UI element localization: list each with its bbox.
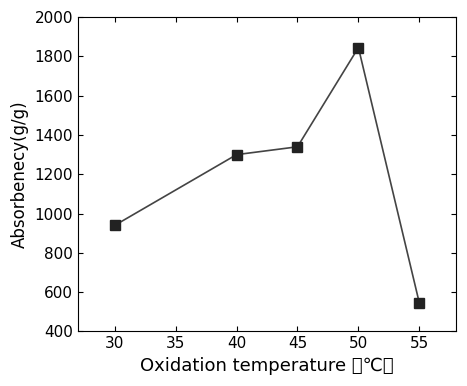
Y-axis label: Absorbenecy(g/g): Absorbenecy(g/g) [11, 100, 29, 248]
X-axis label: Oxidation temperature （℃）: Oxidation temperature （℃） [140, 357, 394, 375]
